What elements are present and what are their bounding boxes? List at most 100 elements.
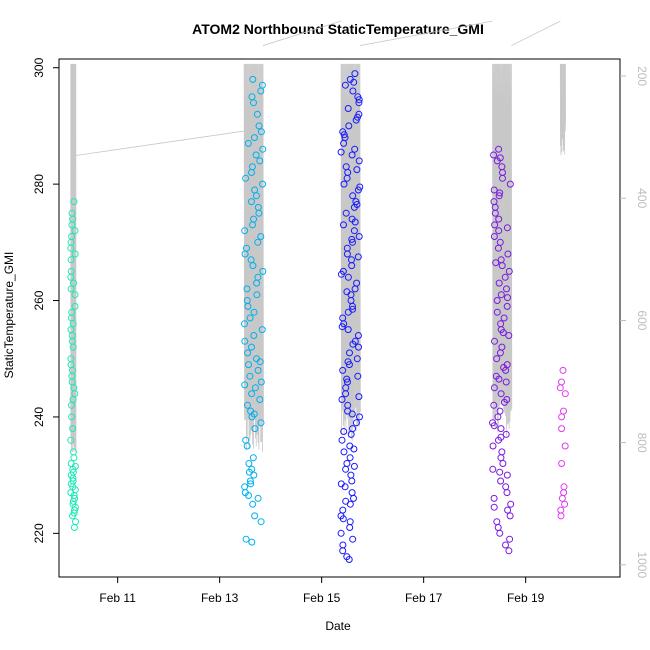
altitude-trace-connector: [75, 130, 245, 156]
data-point: [493, 355, 501, 363]
data-point: [67, 256, 75, 264]
data-point: [258, 326, 266, 334]
data-point: [344, 358, 352, 366]
data-point: [503, 224, 511, 232]
data-point: [251, 425, 259, 433]
y2-tick-label: 200: [635, 66, 649, 86]
data-point: [249, 262, 257, 270]
data-point: [244, 401, 251, 409]
data-point: [504, 250, 512, 258]
data-point: [348, 262, 356, 270]
data-point: [350, 227, 358, 235]
data-point: [70, 279, 77, 287]
data-point: [497, 477, 505, 485]
data-point: [71, 291, 79, 299]
data-point: [250, 410, 258, 418]
data-point: [340, 221, 347, 229]
altitude-trace-connector: [262, 20, 342, 46]
data-point: [348, 489, 356, 497]
data-point: [70, 384, 78, 392]
data-point: [259, 145, 267, 153]
data-point: [346, 349, 353, 357]
data-point: [257, 128, 265, 136]
data-point: [248, 169, 255, 176]
data-point: [70, 509, 78, 517]
data-point: [244, 349, 252, 357]
data-point: [67, 460, 75, 467]
data-point: [340, 139, 348, 147]
data-point: [493, 518, 501, 526]
data-point: [502, 541, 509, 549]
data-point: [337, 480, 345, 488]
data-point: [249, 500, 257, 508]
data-point: [506, 512, 514, 520]
data-point: [353, 166, 361, 174]
data-point: [346, 454, 354, 462]
data-point: [504, 506, 512, 514]
data-point: [348, 151, 356, 159]
data-point: [503, 302, 511, 310]
y-tick-label: 220: [32, 523, 46, 543]
data-point: [346, 518, 354, 526]
data-point: [557, 512, 565, 520]
data-point: [251, 512, 259, 520]
data-point: [498, 262, 506, 270]
data-point: [340, 448, 348, 456]
data-point: [504, 294, 511, 302]
x-tick-label: Feb 11: [99, 591, 136, 605]
data-point: [503, 285, 510, 293]
data-point: [343, 375, 351, 383]
data-point: [242, 436, 250, 444]
data-point: [256, 396, 264, 403]
data-point: [339, 366, 347, 374]
data-point: [490, 422, 498, 430]
data-point: [67, 238, 75, 246]
data-point: [67, 436, 75, 444]
data-point: [70, 454, 78, 462]
data-point: [354, 332, 362, 339]
data-point: [241, 381, 249, 389]
data-point: [496, 154, 504, 162]
data-point: [242, 535, 250, 543]
data-point: [67, 285, 75, 293]
data-point: [351, 285, 359, 293]
data-point: [256, 157, 264, 165]
data-point: [561, 390, 569, 398]
data-point: [344, 105, 352, 112]
altitude-trace-segment: [70, 63, 77, 453]
data-point: [69, 320, 77, 328]
data-point: [351, 218, 359, 226]
data-point: [349, 87, 357, 95]
data-point: [355, 157, 363, 165]
data-point: [556, 384, 564, 392]
data-point: [501, 273, 509, 281]
data-point: [250, 471, 258, 479]
data-point: [496, 407, 504, 415]
data-point: [560, 407, 567, 415]
data-point: [256, 358, 264, 366]
data-point: [243, 442, 251, 450]
data-point: [254, 238, 262, 246]
y2-tick-label: 600: [635, 310, 649, 330]
data-point: [347, 430, 355, 438]
data-point: [345, 122, 353, 130]
data-point: [495, 375, 503, 383]
data-point: [337, 270, 345, 278]
data-point: [349, 238, 356, 246]
data-points: [67, 70, 569, 563]
data-point: [559, 366, 567, 374]
data-point: [259, 267, 267, 275]
data-point: [507, 500, 515, 508]
data-point: [354, 253, 362, 261]
altitude-trace-segment: [559, 63, 566, 156]
data-point: [494, 244, 502, 252]
x-axis-label: Date: [325, 619, 351, 633]
data-point: [339, 506, 347, 514]
data-point: [343, 460, 351, 467]
data-point: [253, 110, 261, 118]
data-point: [495, 215, 503, 223]
data-point: [494, 524, 502, 531]
data-point: [257, 87, 265, 95]
data-point: [349, 340, 357, 348]
data-point: [353, 355, 361, 363]
